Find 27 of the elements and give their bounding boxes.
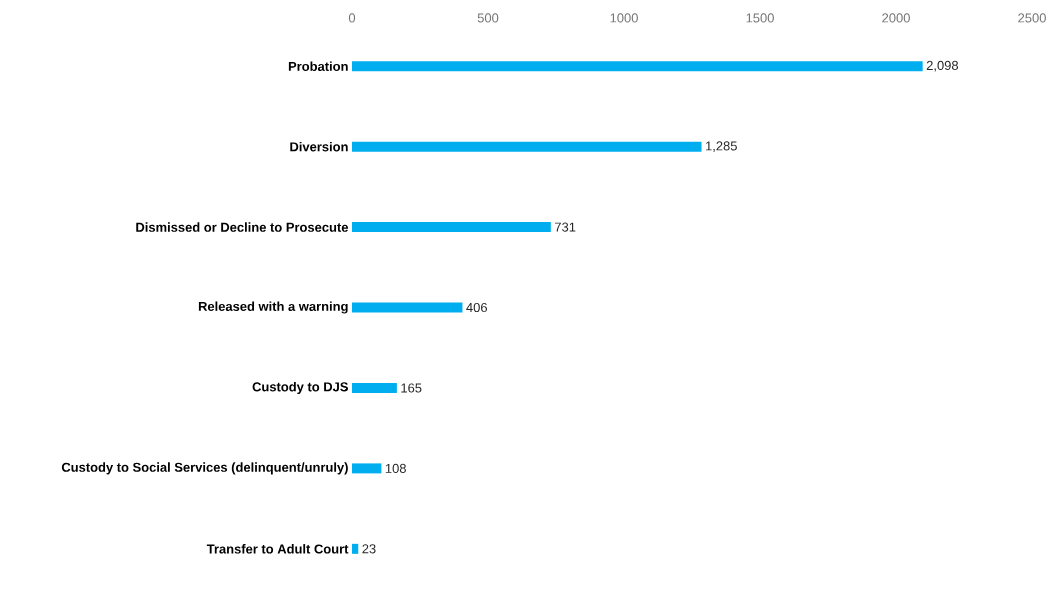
data-label: 108 <box>385 463 406 473</box>
data-label: 23 <box>362 544 376 554</box>
y-tick-label: Probation <box>288 61 348 71</box>
y-tick-label: Released with a warning <box>198 301 348 314</box>
data-label: 1,285 <box>706 141 737 153</box>
y-tick-label: Custody to Social Services (delinquent/unruly) <box>61 462 348 475</box>
data-label: 165 <box>401 383 422 393</box>
y-tick-label: Transfer to Adult Court <box>206 544 349 554</box>
x-tick-label: 500 <box>477 13 499 23</box>
bar <box>352 141 702 152</box>
bar <box>352 382 397 393</box>
bar <box>352 463 382 474</box>
bar <box>352 543 359 554</box>
bar <box>352 302 463 313</box>
data-label: 731 <box>555 222 576 232</box>
x-tick-label: 1000 <box>610 13 638 23</box>
bar <box>352 61 923 72</box>
x-tick-label: 0 <box>348 13 356 23</box>
bar <box>352 222 551 233</box>
data-label: 2,098 <box>926 60 959 72</box>
y-tick-label: Custody to DJS <box>252 381 348 394</box>
x-tick-label: 2500 <box>1018 13 1046 23</box>
data-label: 406 <box>466 302 487 313</box>
x-tick-label: 2000 <box>882 13 910 23</box>
y-tick-label: Diversion <box>290 141 348 152</box>
x-tick-label: 1500 <box>746 13 774 23</box>
y-tick-label: Dismissed or Decline to Prosecute <box>136 222 349 232</box>
